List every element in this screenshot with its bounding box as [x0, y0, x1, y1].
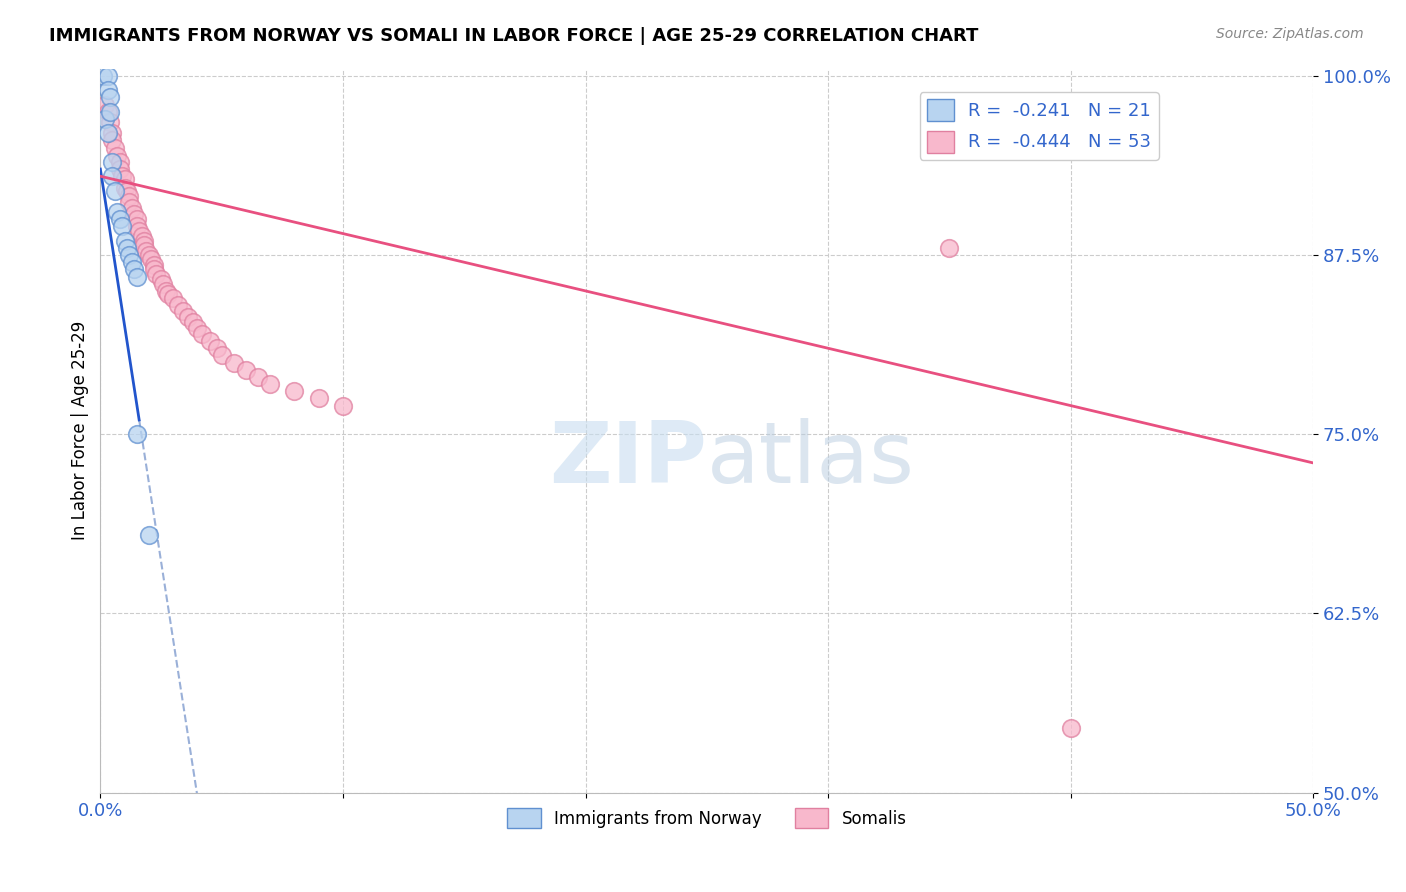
Point [132, 238, 155, 252]
Point [111, 169, 134, 184]
Point [142, 262, 165, 277]
Point [138, 248, 160, 262]
Point [104, 184, 127, 198]
Point [186, 321, 208, 335]
Point [205, 341, 228, 355]
Point [108, 212, 131, 227]
Point [157, 286, 180, 301]
Point [235, 363, 257, 377]
Point [101, 133, 124, 147]
Point [222, 355, 245, 369]
Point [101, 155, 124, 169]
Point [94, 112, 117, 126]
Point [97, 69, 120, 83]
Point [128, 224, 150, 238]
Point [121, 201, 143, 215]
Text: Source: ZipAtlas.com: Source: ZipAtlas.com [1216, 27, 1364, 41]
Point [167, 298, 190, 312]
Point [91, 69, 114, 83]
Point [162, 291, 184, 305]
Point [132, 234, 155, 248]
Point [124, 262, 146, 277]
Point [308, 392, 330, 406]
Point [141, 252, 163, 267]
Point [125, 269, 148, 284]
Point [145, 267, 167, 281]
Text: IMMIGRANTS FROM NORWAY VS SOMALI IN LABOR FORCE | AGE 25-29 CORRELATION CHART: IMMIGRANTS FROM NORWAY VS SOMALI IN LABO… [49, 27, 979, 45]
Point [118, 189, 141, 203]
Point [172, 304, 194, 318]
Point [104, 140, 127, 154]
Point [111, 219, 134, 234]
Point [125, 219, 148, 234]
Point [105, 149, 128, 163]
Point [125, 212, 148, 227]
Point [181, 315, 204, 329]
Point [115, 241, 138, 255]
Point [198, 334, 221, 348]
Text: atlas: atlas [707, 418, 915, 501]
Point [97, 104, 120, 119]
Point [150, 272, 173, 286]
Point [98, 90, 121, 104]
Point [332, 399, 354, 413]
Point [138, 527, 160, 541]
Point [155, 284, 177, 298]
Point [98, 104, 121, 119]
Text: ZIP: ZIP [550, 418, 707, 501]
Point [176, 310, 198, 324]
Point [115, 184, 138, 198]
Point [108, 162, 131, 177]
Y-axis label: In Labor Force | Age 25-29: In Labor Force | Age 25-29 [72, 321, 89, 541]
Point [1399, 298, 1406, 312]
Point [114, 172, 136, 186]
Point [247, 370, 270, 384]
Point [101, 169, 124, 184]
Point [135, 244, 157, 258]
Point [97, 126, 120, 140]
Point [94, 97, 117, 112]
Point [114, 234, 136, 248]
Point [108, 155, 131, 169]
Legend: Immigrants from Norway, Somalis: Immigrants from Norway, Somalis [501, 801, 912, 835]
Point [191, 326, 214, 341]
Point [125, 427, 148, 442]
Point [105, 205, 128, 219]
Point [97, 83, 120, 97]
Point [1060, 721, 1083, 735]
Point [131, 229, 153, 244]
Point [152, 277, 174, 291]
Point [259, 377, 281, 392]
Point [283, 384, 305, 399]
Point [211, 348, 233, 362]
Point [118, 195, 141, 210]
Point [142, 258, 165, 272]
Point [938, 241, 960, 255]
Point [98, 115, 121, 129]
Point [101, 126, 124, 140]
Point [124, 206, 146, 220]
Point [118, 248, 141, 262]
Point [114, 180, 136, 194]
Point [121, 255, 143, 269]
